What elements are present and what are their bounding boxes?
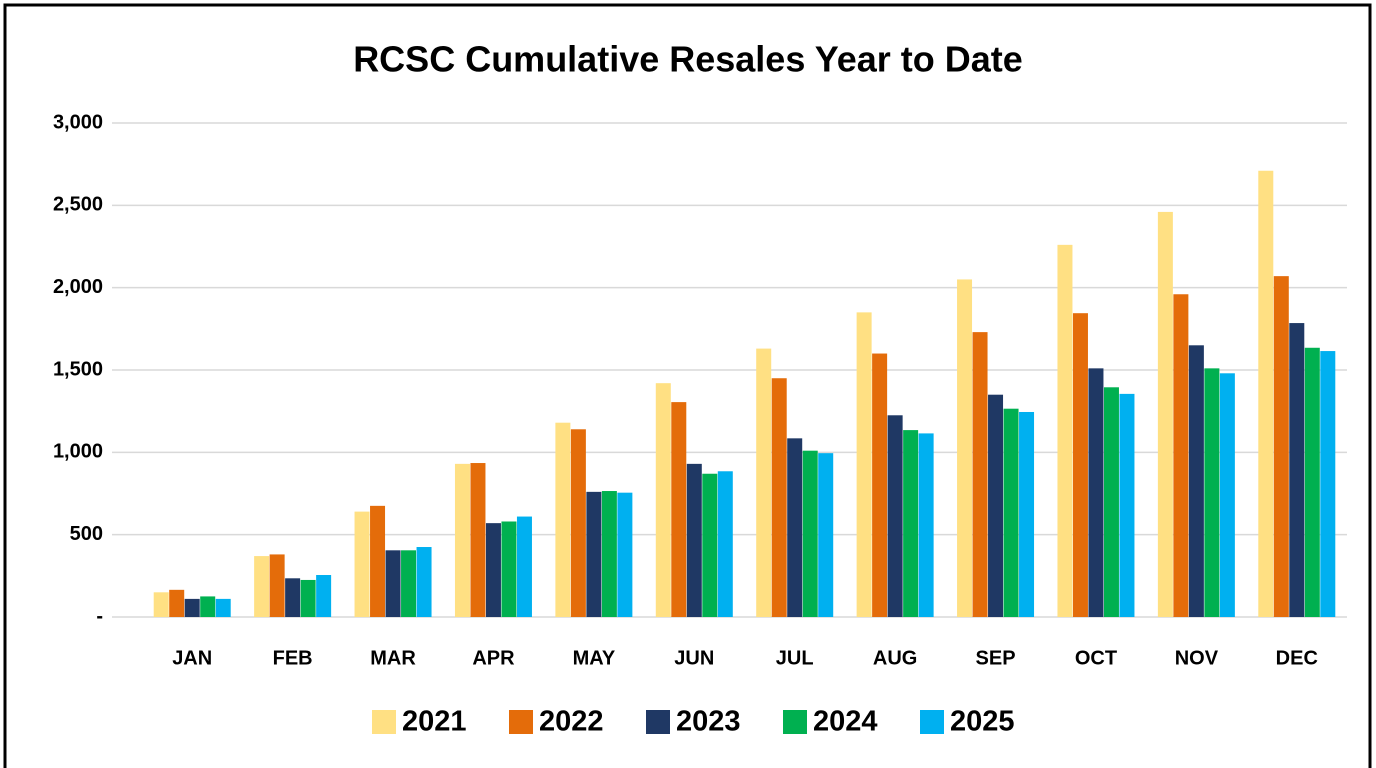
legend-label: 2024 bbox=[813, 706, 878, 738]
bar bbox=[269, 554, 285, 617]
y-tick-label: 2,500 bbox=[53, 194, 103, 216]
y-tick-label: 500 bbox=[70, 523, 103, 545]
bar bbox=[1003, 408, 1019, 617]
bar bbox=[1204, 368, 1220, 617]
bar bbox=[1173, 294, 1189, 617]
legend-swatch bbox=[509, 710, 533, 734]
legend-label: 2021 bbox=[402, 706, 467, 738]
bar bbox=[972, 332, 988, 617]
y-tick-label: 3,000 bbox=[53, 111, 103, 133]
bar bbox=[1289, 323, 1305, 617]
bar bbox=[787, 438, 803, 617]
bar bbox=[501, 521, 517, 617]
x-tick-label: OCT bbox=[1075, 647, 1117, 669]
bar bbox=[655, 383, 671, 617]
bar bbox=[702, 473, 718, 617]
bar bbox=[586, 491, 602, 617]
bar bbox=[856, 312, 872, 617]
bar bbox=[1219, 373, 1235, 617]
chart-border bbox=[3, 3, 1372, 768]
bar bbox=[300, 579, 316, 617]
bar bbox=[1019, 411, 1035, 617]
x-tick-label: FEB bbox=[273, 647, 313, 669]
bar bbox=[1258, 170, 1274, 617]
bar bbox=[1273, 276, 1289, 617]
bar bbox=[1188, 345, 1204, 617]
bar bbox=[485, 523, 501, 617]
bar bbox=[617, 492, 633, 617]
legend-swatch bbox=[372, 710, 396, 734]
bar bbox=[354, 511, 370, 617]
bar bbox=[671, 402, 687, 617]
legend-swatch bbox=[920, 710, 944, 734]
bar bbox=[454, 463, 470, 617]
x-tick-label: SEP bbox=[976, 647, 1016, 669]
x-tick-label: JAN bbox=[172, 647, 212, 669]
bar bbox=[957, 279, 973, 617]
bar bbox=[1088, 368, 1104, 617]
bar bbox=[872, 353, 888, 617]
bar bbox=[988, 394, 1004, 617]
bar bbox=[601, 491, 617, 617]
x-tick-label: APR bbox=[472, 647, 515, 669]
legend-swatch bbox=[783, 710, 807, 734]
bar bbox=[887, 415, 903, 617]
x-tick-label: DEC bbox=[1276, 647, 1318, 669]
bar bbox=[918, 433, 934, 617]
x-tick-label: MAR bbox=[370, 647, 416, 669]
bar bbox=[818, 453, 834, 617]
bar bbox=[401, 550, 417, 617]
bar bbox=[385, 550, 401, 617]
chart-title: RCSC Cumulative Resales Year to Date bbox=[353, 39, 1023, 80]
bar bbox=[771, 378, 787, 617]
bar bbox=[1072, 313, 1088, 617]
bar bbox=[1057, 244, 1073, 617]
legend-label: 2025 bbox=[950, 706, 1015, 738]
bar bbox=[215, 598, 231, 617]
bar bbox=[370, 505, 386, 617]
bar bbox=[717, 471, 733, 617]
legend-swatch bbox=[646, 710, 670, 734]
bar bbox=[903, 430, 919, 617]
bar bbox=[153, 592, 169, 617]
bar bbox=[285, 578, 301, 617]
bar bbox=[200, 596, 216, 617]
legend-label: 2022 bbox=[539, 706, 604, 738]
x-tick-label: AUG bbox=[873, 647, 917, 669]
bar bbox=[1119, 393, 1135, 617]
bar bbox=[169, 589, 185, 617]
legend-label: 2023 bbox=[676, 706, 741, 738]
x-tick-label: JUN bbox=[674, 647, 714, 669]
bar bbox=[555, 422, 571, 617]
bar bbox=[802, 450, 818, 617]
x-tick-label: JUL bbox=[776, 647, 814, 669]
x-tick-label: MAY bbox=[573, 647, 616, 669]
bar bbox=[1304, 347, 1320, 617]
bar bbox=[1320, 351, 1336, 617]
y-tick-label: 2,000 bbox=[53, 276, 103, 298]
x-tick-label: NOV bbox=[1175, 647, 1219, 669]
bar bbox=[686, 463, 702, 617]
bar bbox=[1103, 387, 1119, 617]
bar bbox=[184, 598, 200, 617]
bar bbox=[316, 575, 332, 617]
bar bbox=[416, 547, 432, 617]
bar bbox=[756, 348, 772, 617]
bar bbox=[470, 463, 486, 617]
bar bbox=[516, 516, 532, 617]
y-tick-label: - bbox=[96, 605, 103, 627]
y-tick-label: 1,500 bbox=[53, 358, 103, 380]
y-tick-label: 1,000 bbox=[53, 441, 103, 463]
bar bbox=[1157, 211, 1173, 618]
bar bbox=[254, 556, 270, 617]
bar bbox=[570, 429, 586, 617]
